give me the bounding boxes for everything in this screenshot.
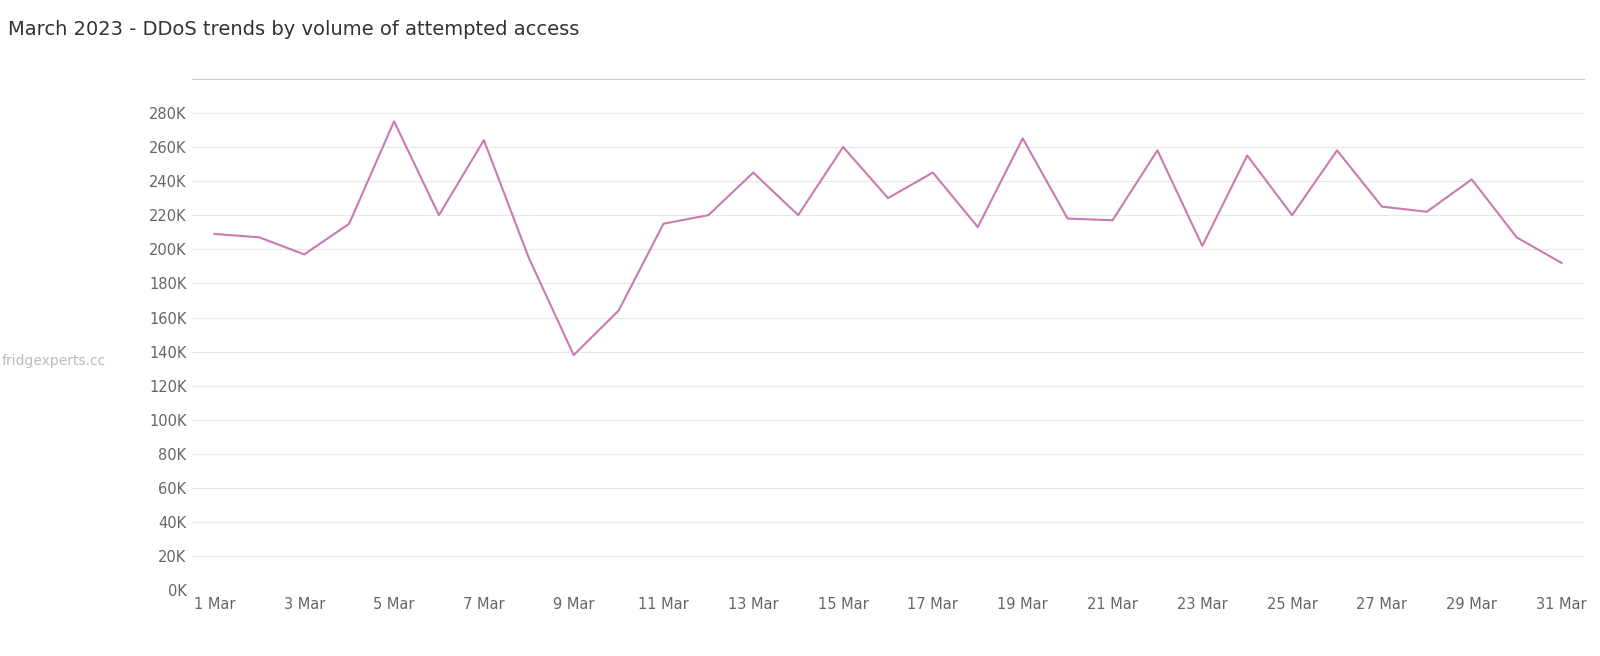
Text: March 2023 - DDoS trends by volume of attempted access: March 2023 - DDoS trends by volume of at… xyxy=(8,20,579,39)
Text: fridgexperts.cc: fridgexperts.cc xyxy=(2,354,106,368)
